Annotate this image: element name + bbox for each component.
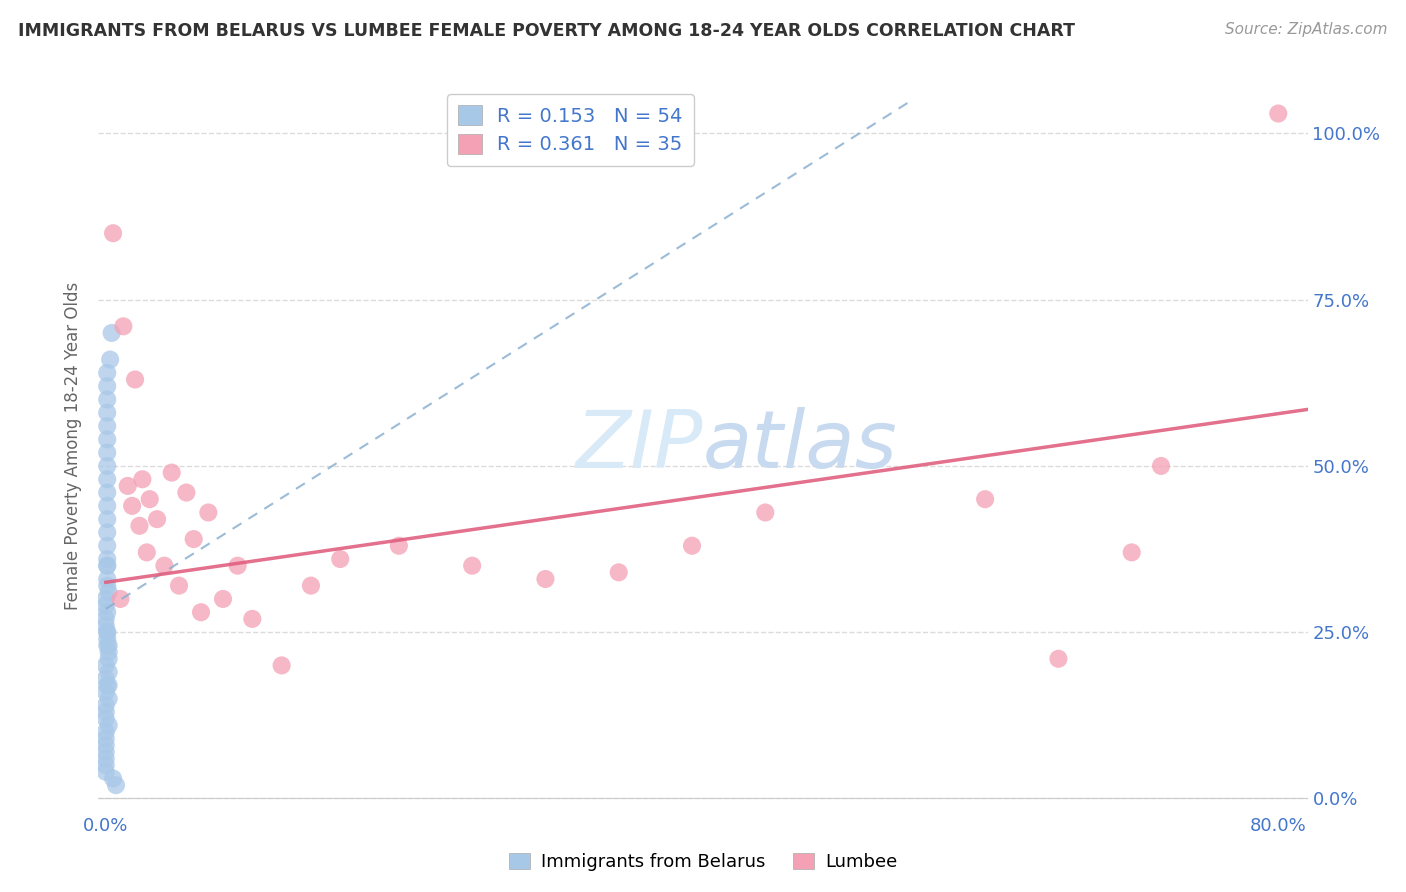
Point (94, 758, 117, 772)
Point (97, 645, 120, 659)
Point (167, 579, 190, 593)
Point (94, 685, 117, 699)
Point (94, 731, 117, 746)
Point (94, 725, 117, 739)
Point (97, 691, 120, 706)
Point (96, 419, 118, 434)
Point (226, 558, 249, 573)
Point (94, 672, 117, 686)
Point (146, 512, 169, 526)
Point (96, 433, 118, 447)
Point (117, 479, 139, 493)
Point (96, 579, 118, 593)
Point (681, 539, 703, 553)
Point (607, 566, 630, 580)
Point (105, 778, 128, 792)
Point (461, 558, 484, 573)
Point (94, 698, 117, 713)
Legend: R = 0.153   N = 54, R = 0.361   N = 35: R = 0.153 N = 54, R = 0.361 N = 35 (447, 94, 695, 166)
Text: atlas: atlas (703, 407, 898, 485)
Point (96, 605, 118, 619)
Point (197, 506, 219, 520)
Point (96, 366, 118, 380)
Point (97, 718, 120, 732)
Point (97, 665, 120, 679)
Point (94, 705, 117, 719)
Point (94, 658, 117, 673)
Point (1267, 106, 1289, 120)
Point (94, 738, 117, 752)
Point (96, 539, 118, 553)
Point (96, 458, 118, 473)
Point (97, 639, 120, 653)
Point (1047, 652, 1070, 666)
Point (112, 319, 135, 334)
Point (96, 552, 118, 566)
Point (974, 492, 997, 507)
Point (138, 492, 160, 507)
Point (96, 392, 118, 407)
Point (96, 558, 118, 573)
Point (97, 652, 120, 666)
Point (94, 599, 117, 613)
Point (96, 485, 118, 500)
Point (240, 612, 263, 626)
Point (101, 772, 124, 786)
Point (96, 625, 118, 640)
Point (97, 585, 120, 599)
Point (135, 545, 157, 559)
Point (96, 558, 118, 573)
Point (329, 552, 352, 566)
Point (1150, 458, 1173, 473)
Legend: Immigrants from Belarus, Lumbee: Immigrants from Belarus, Lumbee (502, 846, 904, 879)
Point (96, 406, 118, 420)
Point (94, 612, 117, 626)
Point (176, 485, 198, 500)
Point (128, 518, 150, 533)
Point (96, 632, 118, 646)
Point (96, 572, 118, 586)
Point (270, 658, 292, 673)
Point (153, 558, 176, 573)
Point (96, 472, 118, 486)
Point (98, 352, 121, 367)
Point (121, 499, 143, 513)
Point (94, 745, 117, 759)
Point (534, 572, 557, 586)
Text: IMMIGRANTS FROM BELARUS VS LUMBEE FEMALE POVERTY AMONG 18-24 YEAR OLDS CORRELATI: IMMIGRANTS FROM BELARUS VS LUMBEE FEMALE… (18, 22, 1076, 40)
Point (388, 539, 411, 553)
Point (94, 751, 117, 765)
Point (94, 764, 117, 779)
Point (190, 605, 212, 619)
Point (96, 639, 118, 653)
Text: Source: ZipAtlas.com: Source: ZipAtlas.com (1225, 22, 1388, 37)
Point (96, 512, 118, 526)
Point (96, 625, 118, 640)
Point (96, 499, 118, 513)
Point (94, 712, 117, 726)
Point (299, 579, 322, 593)
Point (160, 466, 183, 480)
Point (94, 591, 117, 606)
Y-axis label: Female Poverty Among 18-24 Year Olds: Female Poverty Among 18-24 Year Olds (65, 282, 83, 610)
Point (212, 591, 235, 606)
Point (1121, 545, 1143, 559)
Point (124, 372, 146, 386)
Text: ZIP: ZIP (575, 407, 703, 485)
Point (96, 445, 118, 459)
Point (94, 618, 117, 632)
Point (110, 591, 132, 606)
Point (96, 678, 118, 692)
Point (96, 525, 118, 540)
Point (96, 379, 118, 393)
Point (183, 532, 205, 546)
Point (131, 472, 153, 486)
Point (100, 326, 122, 340)
Point (754, 506, 776, 520)
Point (97, 678, 120, 692)
Point (101, 226, 124, 240)
